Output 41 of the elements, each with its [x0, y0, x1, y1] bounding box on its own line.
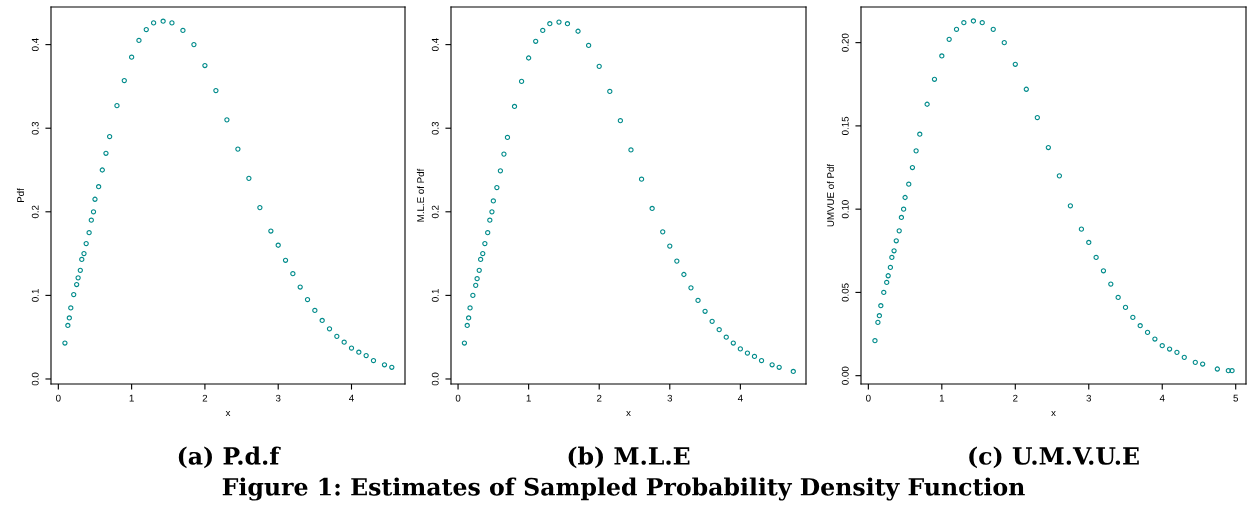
x-tick-label: 1: [526, 394, 531, 402]
x-tick-label: 3: [667, 394, 673, 402]
x-tick-label: 1: [939, 394, 945, 402]
x-tick-label: 3: [275, 394, 281, 402]
y-tick-label: 0.10: [841, 200, 849, 219]
text: (b) M.L.E: [568, 446, 690, 469]
caption: Figure 1: Estimates of Sampled Probability Density Function: [222, 477, 1025, 501]
text: (a) P.d.f: [178, 446, 281, 469]
x-tick-label: 0: [455, 394, 461, 402]
y-tick-label: 0.3: [431, 121, 439, 135]
x-tick-label: 2: [597, 394, 602, 402]
y-tick-label: 0.0: [31, 372, 39, 386]
y-tick-label: 0.20: [841, 33, 849, 52]
x-tick-label: 4: [349, 394, 354, 402]
y-tick-label: 0.00: [841, 366, 849, 385]
x-axis-title: x: [225, 410, 231, 417]
x-tick-label: 1: [129, 394, 134, 402]
y-tick-label: 0.4: [31, 38, 39, 51]
y-tick-label: 0.05: [841, 283, 849, 302]
x-tick-label: 4: [1159, 394, 1165, 402]
y-tick-label: 0.15: [841, 116, 849, 135]
x-tick-label: 5: [1233, 394, 1239, 402]
y-tick-label: 0.0: [431, 372, 439, 386]
x-axis-title: x: [626, 410, 631, 417]
y-axis-title: M.L.E of Pdf: [416, 168, 425, 222]
y-axis-title: UMVUE of Pdf: [826, 163, 835, 227]
x-axis-title: x: [1051, 410, 1056, 417]
y-tick-label: 0.2: [431, 205, 439, 219]
x-tick-label: 2: [202, 394, 208, 402]
y-axis-title: Pdf: [16, 188, 25, 202]
x-tick-label: 0: [56, 394, 61, 402]
text: (c) U.M.V.U.E: [969, 446, 1139, 469]
x-tick-label: 0: [866, 394, 871, 402]
x-tick-label: 4: [737, 394, 743, 402]
y-tick-label: 0.4: [431, 38, 439, 51]
y-tick-label: 0.1: [431, 289, 439, 302]
y-tick-label: 0.3: [31, 121, 39, 135]
y-tick-label: 0.1: [31, 289, 39, 302]
y-tick-label: 0.2: [31, 205, 39, 219]
x-tick-label: 2: [1013, 394, 1018, 402]
x-tick-label: 3: [1086, 394, 1092, 402]
